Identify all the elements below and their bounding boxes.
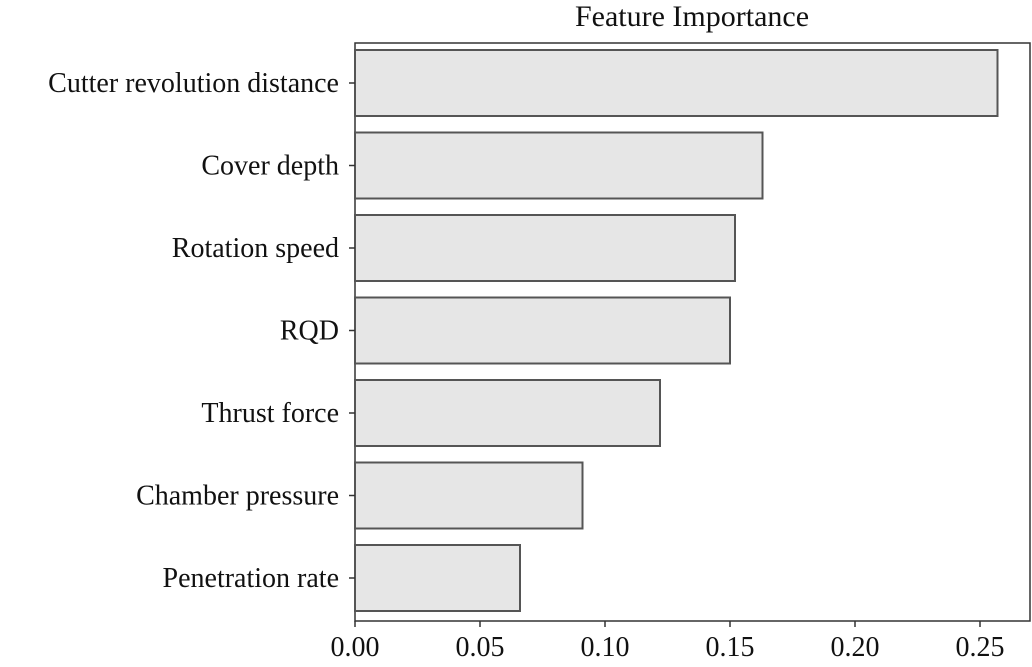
bar-6 bbox=[354, 544, 521, 612]
bar-2 bbox=[354, 214, 736, 282]
x-tick-label-1: 0.05 bbox=[456, 632, 505, 662]
y-tick-label-6: Penetration rate bbox=[163, 563, 339, 594]
bar-1 bbox=[354, 131, 764, 200]
bar-3 bbox=[354, 296, 731, 365]
x-tick-label-4: 0.20 bbox=[831, 632, 880, 662]
y-tick-label-2: Rotation speed bbox=[172, 233, 339, 264]
y-tick-label-4: Thrust force bbox=[201, 398, 339, 429]
y-axis-ticks: Cutter revolution distance Cover depth Rot… bbox=[48, 68, 355, 594]
y-tick-label-1: Cover depth bbox=[201, 151, 339, 182]
bar-4 bbox=[354, 379, 661, 447]
chart-title: Feature Importance bbox=[575, 0, 809, 33]
x-tick-label-3: 0.15 bbox=[706, 632, 755, 662]
y-tick-label-0: Cutter revolution distance bbox=[48, 68, 339, 99]
bar-0 bbox=[354, 49, 999, 117]
bars-layer bbox=[354, 49, 999, 612]
x-tick-label-0: 0.00 bbox=[331, 632, 380, 662]
bar-5 bbox=[354, 461, 584, 530]
y-tick-label-5: Chamber pressure bbox=[136, 481, 339, 512]
x-tick-label-5: 0.25 bbox=[956, 632, 1005, 662]
x-axis-ticks: 0.00 0.05 0.10 0.15 0.20 0.25 bbox=[331, 621, 1005, 663]
x-tick-label-2: 0.10 bbox=[581, 632, 630, 662]
y-tick-label-3: RQD bbox=[280, 316, 339, 347]
